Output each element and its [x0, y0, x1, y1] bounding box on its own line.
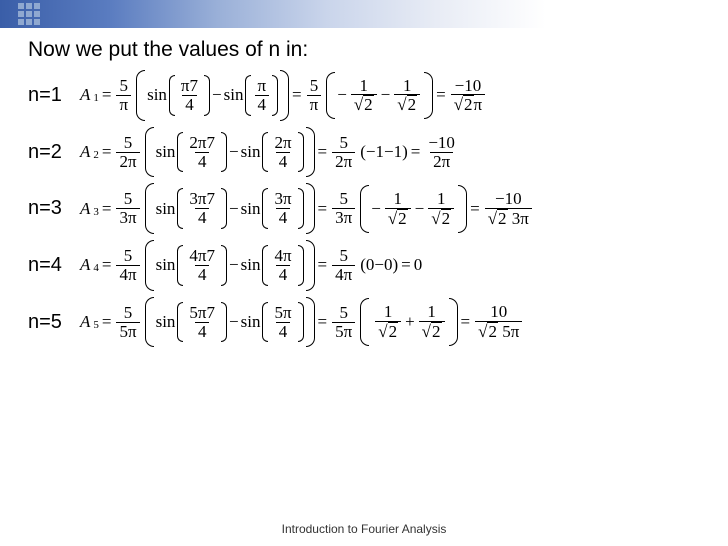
equation-row: n=4 A4 = 54π sin4π74 − sin4π4 = 54π (0−0…	[28, 240, 700, 291]
equation-row: n=3 A3 = 53π sin3π74 − sin3π4 = 53π −12 …	[28, 183, 700, 234]
equation: A4 = 54π sin4π74 − sin4π4 = 54π (0−0) = …	[80, 240, 422, 291]
header-decoration	[18, 3, 40, 25]
n-label: n=2	[28, 141, 80, 164]
equation-row: n=5 A5 = 55π sin5π74 − sin5π4 = 55π 12 +…	[28, 297, 700, 348]
equation: A1 = 5π sinπ74 − sinπ4 = 5π −12 − 12 = −…	[80, 70, 487, 121]
equation: A5 = 55π sin5π74 − sin5π4 = 55π 12 + 12 …	[80, 297, 524, 348]
equation: A2 = 52π sin2π74 − sin2π4 = 52π (−1−1) =…	[80, 127, 460, 178]
equation-row: n=2 A2 = 52π sin2π74 − sin2π4 = 52π (−1−…	[28, 127, 700, 178]
n-label: n=4	[28, 254, 80, 277]
n-label: n=1	[28, 84, 80, 107]
slide-footer: Introduction to Fourier Analysis	[0, 522, 728, 536]
equation: A3 = 53π sin3π74 − sin3π4 = 53π −12 − 12…	[80, 183, 534, 234]
slide-title: Now we put the values of n in:	[28, 38, 700, 62]
equation-row: n=1 A1 = 5π sinπ74 − sinπ4 = 5π −12 − 12…	[28, 70, 700, 121]
slide-content: Now we put the values of n in: n=1 A1 = …	[0, 28, 728, 347]
slide-header	[0, 0, 728, 28]
n-label: n=5	[28, 311, 80, 334]
n-label: n=3	[28, 197, 80, 220]
